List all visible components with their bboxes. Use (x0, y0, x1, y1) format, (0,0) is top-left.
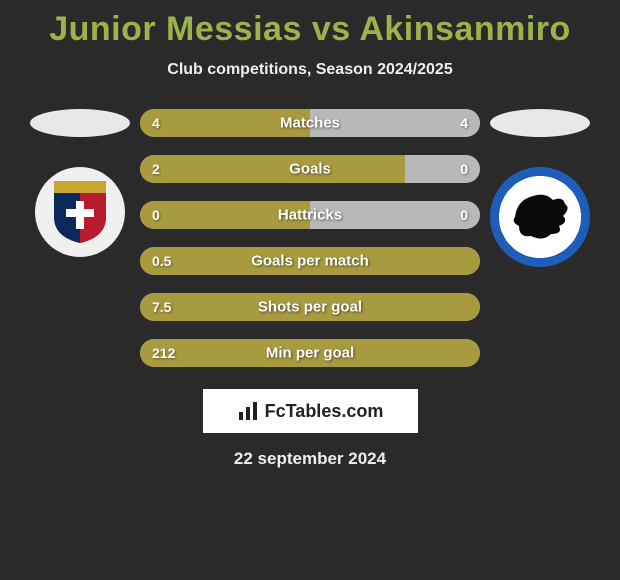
bar-label: Hattricks (278, 207, 342, 224)
bar-value-left: 0.5 (152, 253, 171, 269)
bar-value-left: 2 (152, 161, 160, 177)
stat-bar: Goals 2 0 (140, 155, 480, 183)
bar-value-left: 0 (152, 207, 160, 223)
subtitle: Club competitions, Season 2024/2025 (0, 61, 620, 79)
vs-text: vs (312, 10, 351, 48)
bar-value-right: 0 (460, 207, 468, 223)
player-left-name: Junior Messias (49, 10, 302, 48)
stat-bars: Matches 4 4 Goals 2 0 Hattricks 0 0 Goals per mat… (140, 109, 480, 367)
right-side (480, 109, 600, 267)
left-side (20, 109, 140, 257)
genoa-crest-icon (52, 179, 108, 245)
bar-label: Shots per goal (258, 299, 362, 316)
page-title: Junior Messias vs Akinsanmiro (0, 0, 620, 49)
bar-value-right: 0 (460, 161, 468, 177)
stat-bar: Matches 4 4 (140, 109, 480, 137)
comparison-content: Matches 4 4 Goals 2 0 Hattricks 0 0 Goals per mat… (0, 109, 620, 367)
stat-bar: Goals per match 0.5 (140, 247, 480, 275)
chart-icon (237, 400, 259, 422)
bar-label: Min per goal (266, 345, 354, 362)
bar-label: Matches (280, 115, 340, 132)
bar-label: Goals (289, 161, 331, 178)
bar-value-left: 212 (152, 345, 175, 361)
bar-right-fill (405, 155, 480, 183)
left-player-placeholder (30, 109, 130, 137)
right-club-crest (490, 167, 590, 267)
branding-badge: FcTables.com (203, 389, 418, 433)
bar-left-fill (140, 155, 405, 183)
bar-value-right: 4 (460, 115, 468, 131)
date-text: 22 september 2024 (0, 449, 620, 469)
stat-bar: Shots per goal 7.5 (140, 293, 480, 321)
stat-bar: Min per goal 212 (140, 339, 480, 367)
bar-value-left: 4 (152, 115, 160, 131)
branding-text: FcTables.com (265, 401, 384, 422)
right-player-placeholder (490, 109, 590, 137)
sampdoria-crest-icon (505, 182, 575, 252)
left-club-crest (35, 167, 125, 257)
stat-bar: Hattricks 0 0 (140, 201, 480, 229)
bar-value-left: 7.5 (152, 299, 171, 315)
player-right-name: Akinsanmiro (359, 10, 570, 48)
bar-label: Goals per match (251, 253, 369, 270)
